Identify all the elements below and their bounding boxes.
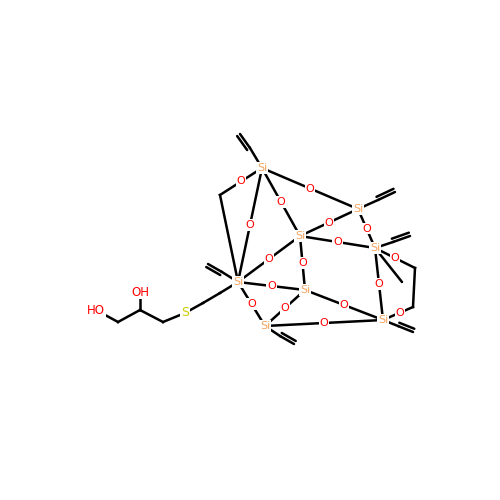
Text: Si: Si — [233, 277, 243, 287]
Text: Si: Si — [353, 204, 363, 214]
Text: O: O — [333, 237, 342, 247]
Text: S: S — [181, 306, 189, 320]
Text: Si: Si — [370, 243, 380, 253]
Text: O: O — [264, 254, 274, 264]
Text: OH: OH — [131, 286, 149, 298]
Text: O: O — [267, 281, 276, 291]
Text: O: O — [236, 176, 246, 186]
Text: O: O — [246, 220, 254, 230]
Text: O: O — [340, 300, 348, 310]
Text: O: O — [396, 308, 404, 318]
Text: O: O — [298, 258, 307, 268]
Text: Si: Si — [260, 321, 270, 331]
Text: O: O — [320, 318, 328, 328]
Text: O: O — [280, 303, 289, 313]
Text: O: O — [276, 197, 285, 207]
Text: Si: Si — [378, 315, 388, 325]
Text: O: O — [247, 299, 256, 309]
Text: O: O — [390, 253, 400, 263]
Text: HO: HO — [87, 304, 105, 316]
Text: Si: Si — [300, 285, 310, 295]
Text: O: O — [306, 184, 314, 194]
Text: O: O — [374, 279, 384, 289]
Text: O: O — [362, 224, 371, 234]
Text: Si: Si — [295, 231, 305, 241]
Text: O: O — [324, 218, 334, 228]
Text: Si: Si — [257, 163, 267, 173]
